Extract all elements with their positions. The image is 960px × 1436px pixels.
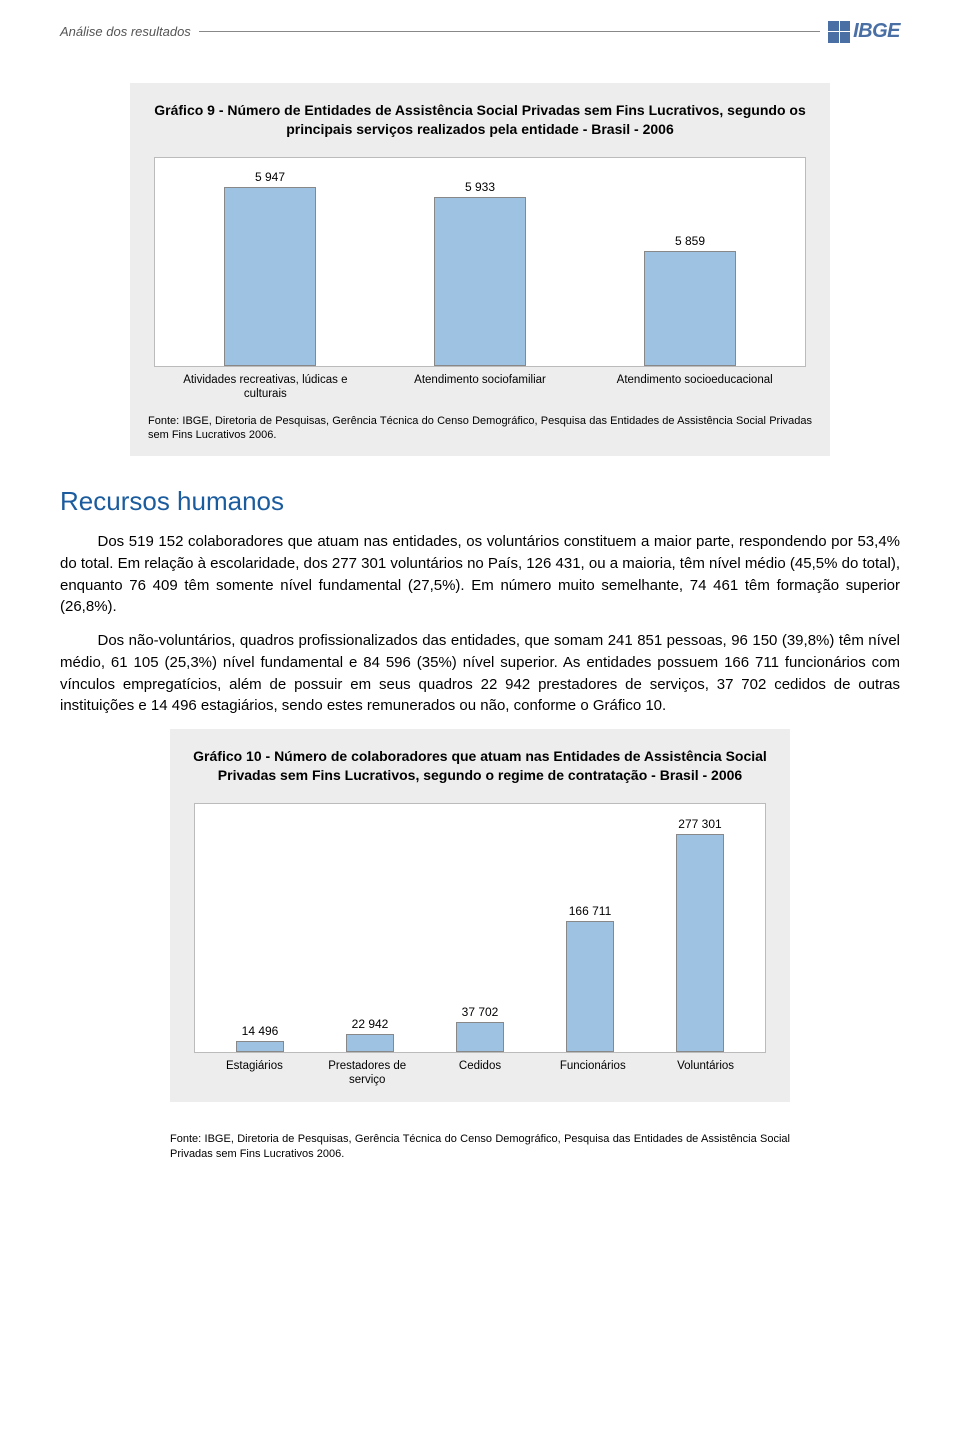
axis-category-label: Voluntários: [649, 1059, 762, 1088]
page-header: Análise dos resultados IBGE: [60, 20, 900, 43]
axis-category-label: Prestadores de serviço: [311, 1059, 424, 1088]
bar-column: 5 859: [585, 158, 795, 366]
bar-column: 5 933: [375, 158, 585, 366]
bar-value-label: 22 942: [352, 1017, 389, 1031]
header-rule: [199, 31, 820, 32]
paragraph: Dos 519 152 colaboradores que atuam nas …: [60, 531, 900, 618]
axis-category-label: Funcionários: [536, 1059, 649, 1088]
axis-category-label: Atividades recreativas, lúdicas e cultur…: [158, 373, 373, 402]
axis-category-label: Estagiários: [198, 1059, 311, 1088]
section-title: Análise dos resultados: [60, 24, 199, 39]
chart-9-axis-labels: Atividades recreativas, lúdicas e cultur…: [148, 367, 812, 402]
bar: [676, 834, 724, 1052]
ibge-logo-icon: [828, 21, 850, 43]
chart-10-plot: 14 496 22 942 37 702 166 711 277 301: [194, 803, 766, 1053]
bar-column: 5 947: [165, 158, 375, 366]
bar-column: 277 301: [645, 804, 755, 1052]
ibge-logo: IBGE: [828, 20, 900, 43]
chart-10-axis-labels: EstagiáriosPrestadores de serviçoCedidos…: [188, 1053, 772, 1088]
body-text: Dos 519 152 colaboradores que atuam nas …: [60, 531, 900, 717]
bar: [456, 1022, 504, 1052]
chart-9-box: Gráfico 9 - Número de Entidades de Assis…: [130, 83, 830, 456]
bar-column: 37 702: [425, 804, 535, 1052]
bar-value-label: 14 496: [242, 1024, 279, 1038]
axis-category-label: Atendimento socioeducacional: [587, 373, 802, 402]
chart-9-title: Gráfico 9 - Número de Entidades de Assis…: [148, 101, 812, 139]
bar-column: 22 942: [315, 804, 425, 1052]
ibge-logo-text: IBGE: [853, 20, 900, 43]
bar: [224, 187, 316, 366]
paragraph: Dos não-voluntários, quadros profissiona…: [60, 630, 900, 717]
bar-value-label: 5 947: [255, 170, 285, 184]
bar-column: 14 496: [205, 804, 315, 1052]
bar: [236, 1041, 284, 1052]
axis-category-label: Atendimento sociofamiliar: [373, 373, 588, 402]
axis-category-label: Cedidos: [424, 1059, 537, 1088]
chart-10-box: Gráfico 10 - Número de colaboradores que…: [170, 729, 790, 1102]
bar-value-label: 5 933: [465, 180, 495, 194]
section-heading: Recursos humanos: [60, 486, 900, 517]
bar: [566, 921, 614, 1052]
bar-value-label: 37 702: [462, 1005, 499, 1019]
bar: [434, 197, 526, 365]
chart-9-source: Fonte: IBGE, Diretoria de Pesquisas, Ger…: [148, 414, 812, 443]
bar: [346, 1034, 394, 1052]
bar-value-label: 5 859: [675, 234, 705, 248]
chart-9-plot: 5 947 5 933 5 859: [154, 157, 806, 367]
bar-value-label: 277 301: [678, 817, 721, 831]
bar-value-label: 166 711: [569, 904, 612, 918]
page: Análise dos resultados IBGE Gráfico 9 - …: [0, 0, 960, 1201]
chart-10-source: Fonte: IBGE, Diretoria de Pesquisas, Ger…: [170, 1132, 790, 1162]
chart-10-title: Gráfico 10 - Número de colaboradores que…: [188, 747, 772, 785]
bar-column: 166 711: [535, 804, 645, 1052]
bar: [644, 251, 736, 366]
